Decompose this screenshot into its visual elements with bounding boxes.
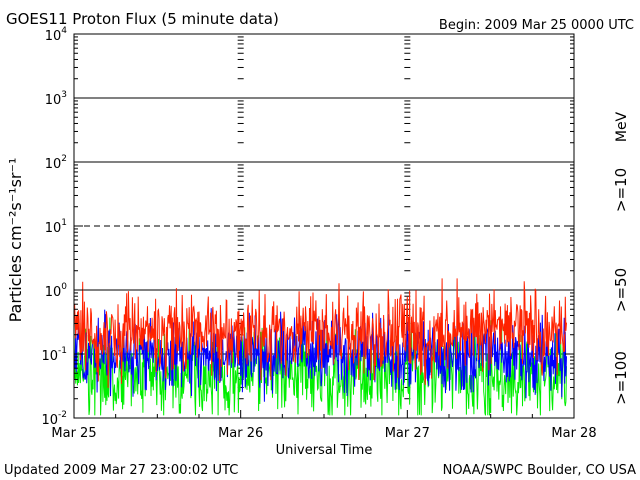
- series-line-0: [73, 278, 567, 389]
- y-axis-title-text: Particles cm⁻²s⁻¹sr⁻¹: [6, 158, 25, 323]
- y-tick-label: 100: [45, 282, 68, 300]
- source-label: NOAA/SWPC Boulder, CO USA: [443, 463, 636, 478]
- y-tick-label: 101: [45, 218, 67, 236]
- legend: MeV >=10 >=50 >=100: [612, 111, 630, 404]
- y-tick-label: 102: [45, 154, 67, 172]
- begin-label: Begin: 2009 Mar 25 0000 UTC: [439, 18, 634, 33]
- series-line-2: [73, 317, 567, 416]
- x-tick-label: Mar 26: [218, 426, 263, 441]
- x-tick-label: Mar 27: [385, 426, 430, 441]
- series-layer: [73, 278, 567, 416]
- legend-units: MeV: [614, 111, 630, 142]
- legend-ge50: >=50: [612, 268, 630, 312]
- x-tick-label: Mar 25: [51, 426, 96, 441]
- y-axis: 104 103 102 101 100 10-1 10-2: [41, 26, 574, 428]
- legend-ge10: >=10: [612, 168, 630, 212]
- updated-label: Updated 2009 Mar 27 23:00:02 UTC: [4, 463, 238, 478]
- x-tick-label: Mar 28: [551, 426, 596, 441]
- x-axis: Mar 25 Mar 26 Mar 27 Mar 28: [51, 410, 597, 441]
- legend-ge100: >=100: [612, 351, 630, 405]
- y-tick-label: 103: [45, 90, 67, 108]
- chart-title: GOES11 Proton Flux (5 minute data): [6, 10, 279, 28]
- x-axis-title: Universal Time: [276, 443, 373, 458]
- grid-layer: [74, 97, 574, 355]
- y-tick-label: 10-2: [41, 410, 67, 428]
- y-axis-title: Particles cm⁻²s⁻¹sr⁻¹: [6, 158, 25, 323]
- y-tick-label: 10-1: [41, 346, 67, 364]
- y-tick-label: 104: [45, 26, 68, 44]
